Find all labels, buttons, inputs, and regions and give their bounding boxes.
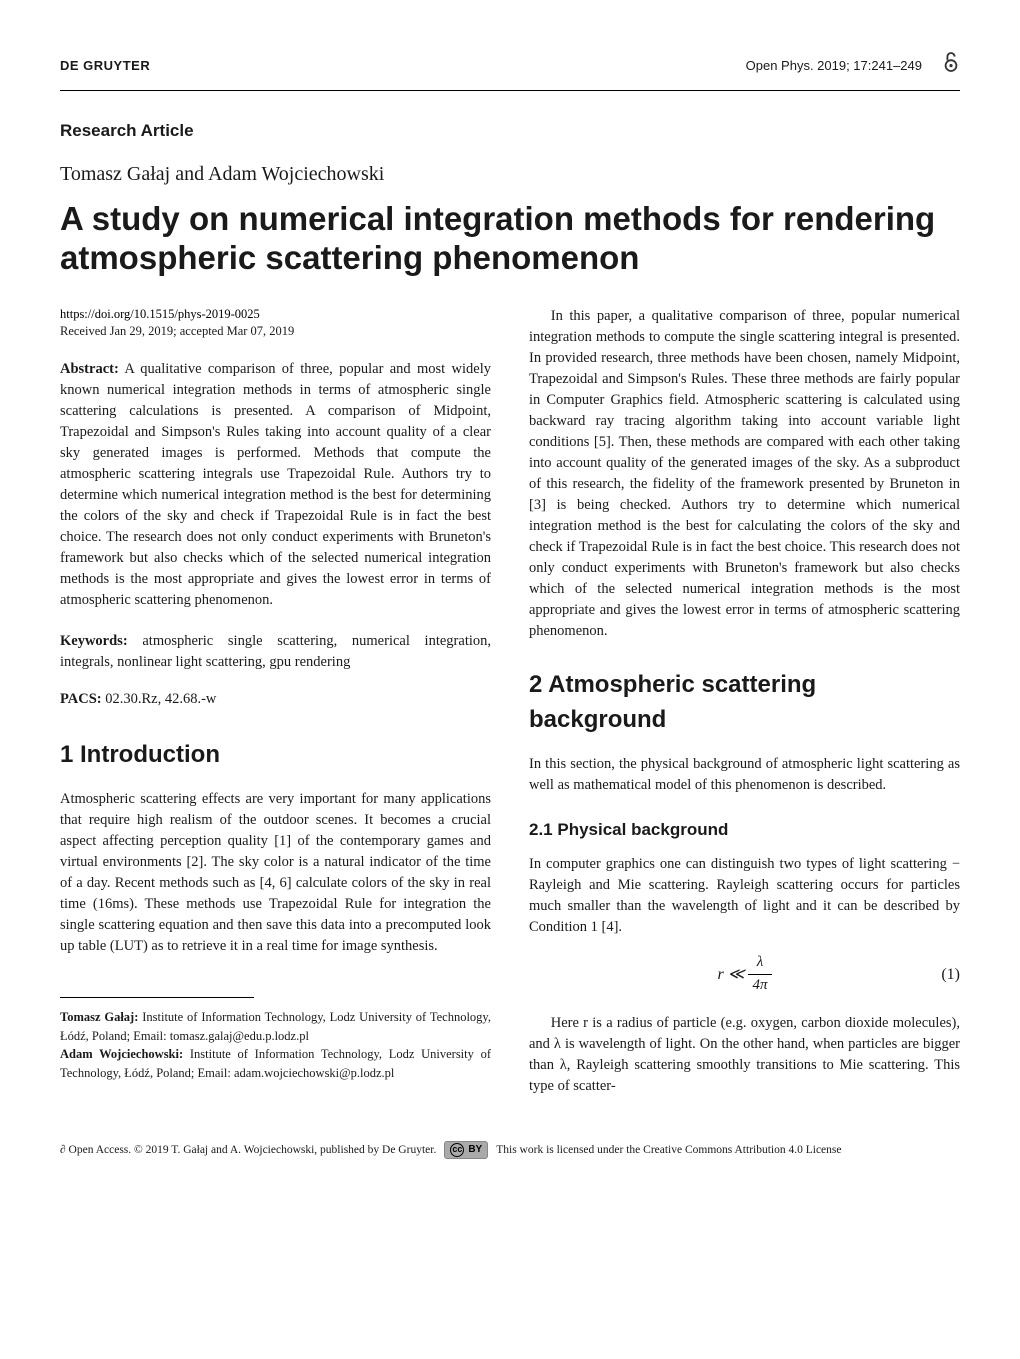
equation-1: r ≪ λ 4π (1)	[529, 952, 960, 997]
abstract-label: Abstract:	[60, 361, 119, 377]
intro-continuation: In this paper, a qualitative comparison …	[529, 306, 960, 642]
footnote-author-2-name: Adam Wojciechowski:	[60, 1047, 183, 1061]
keywords: Keywords: atmospheric single scattering,…	[60, 631, 491, 673]
section-2-heading: 2 Atmospheric scattering background	[529, 668, 960, 738]
section-2-para-1: In this section, the physical background…	[529, 754, 960, 796]
doi-link[interactable]: https://doi.org/10.1515/phys-2019-0025	[60, 307, 260, 321]
license-prefix: ∂ Open Access. © 2019 T. Gałaj and A. Wo…	[60, 1142, 436, 1158]
author-footnotes: Tomasz Gałaj: Institute of Information T…	[60, 1008, 491, 1083]
doi-and-dates: https://doi.org/10.1515/phys-2019-0025 R…	[60, 306, 491, 341]
received-accepted: Received Jan 29, 2019; accepted Mar 07, …	[60, 324, 294, 338]
section-1-heading: 1 Introduction	[60, 738, 491, 773]
left-column: https://doi.org/10.1515/phys-2019-0025 R…	[60, 306, 491, 1111]
footnote-author-1-name: Tomasz Gałaj:	[60, 1010, 138, 1024]
pacs-text: 02.30.Rz, 42.68.-w	[102, 691, 217, 707]
header-divider	[60, 90, 960, 91]
journal-citation: Open Phys. 2019; 17:241–249	[746, 57, 922, 76]
authors: Tomasz Gałaj and Adam Wojciechowski	[60, 160, 960, 189]
equation-fraction: λ 4π	[748, 952, 771, 997]
equation-lhs: r ≪	[718, 963, 745, 986]
license-footer: ∂ Open Access. © 2019 T. Gałaj and A. Wo…	[60, 1141, 960, 1159]
section-2-1-para-2: Here r is a radius of particle (e.g. oxy…	[529, 1013, 960, 1097]
page-title: A study on numerical integration methods…	[60, 199, 960, 278]
article-type: Research Article	[60, 119, 960, 144]
pacs-label: PACS:	[60, 691, 102, 707]
section-2-1-para-1: In computer graphics one can distinguish…	[529, 854, 960, 938]
open-access-icon	[942, 50, 960, 82]
footnote-divider	[60, 997, 254, 998]
section-1-para-1: Atmospheric scattering effects are very …	[60, 789, 491, 957]
keywords-label: Keywords:	[60, 633, 128, 649]
header: DE GRUYTER Open Phys. 2019; 17:241–249	[60, 50, 960, 82]
cc-by-badge-icon: ccBY	[444, 1141, 488, 1159]
equation-number: (1)	[941, 963, 960, 986]
journal-meta: Open Phys. 2019; 17:241–249	[746, 50, 960, 82]
equation-numerator: λ	[748, 952, 771, 975]
abstract-text: A qualitative comparison of three, popul…	[60, 361, 491, 608]
abstract: Abstract: A qualitative comparison of th…	[60, 359, 491, 611]
publisher-label: DE GRUYTER	[60, 57, 150, 76]
section-2-1-heading: 2.1 Physical background	[529, 818, 960, 843]
pacs: PACS: 02.30.Rz, 42.68.-w	[60, 689, 491, 710]
license-suffix: This work is licensed under the Creative…	[496, 1142, 841, 1158]
equation-denominator: 4π	[748, 975, 771, 997]
right-column: In this paper, a qualitative comparison …	[529, 306, 960, 1111]
